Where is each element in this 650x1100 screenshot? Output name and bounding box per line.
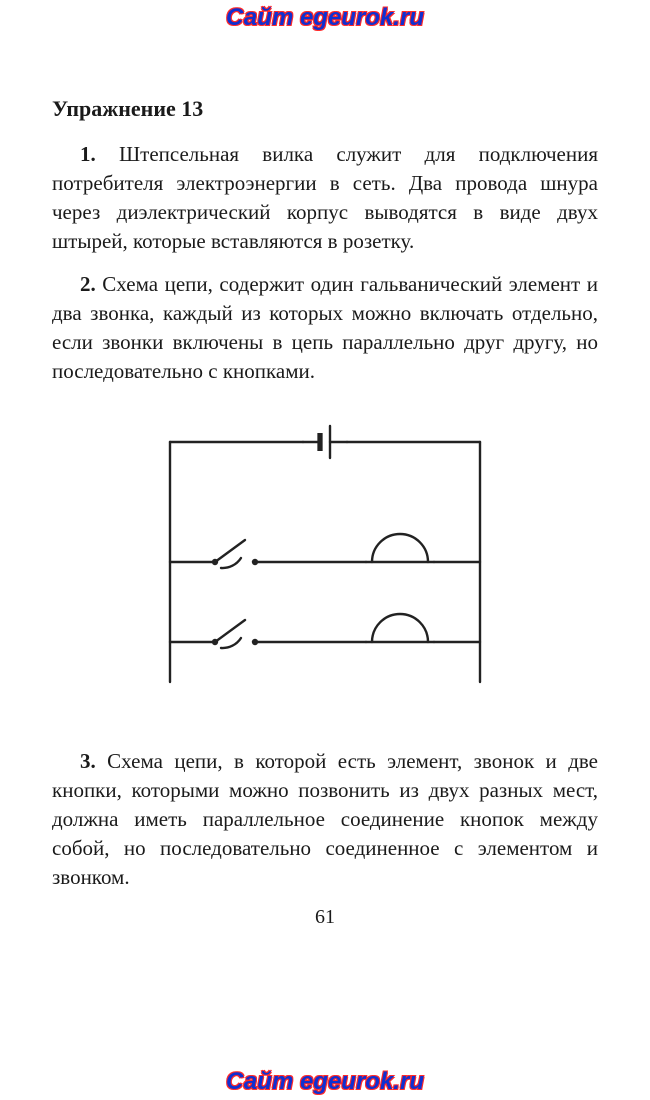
paragraph-3-text: Схема цепи, в которой есть элемент, звон… — [52, 749, 598, 889]
page-number: 61 — [52, 906, 598, 929]
paragraph-2-number: 2. — [80, 272, 96, 296]
paragraph-1: 1. Штепсельная вилка служит для подключе… — [52, 140, 598, 256]
paragraph-2-text: Схема цепи, содержит один гальванический… — [52, 272, 598, 383]
page-content: Упражнение 13 1. Штепсельная вилка служи… — [0, 0, 650, 969]
paragraph-3-number: 3. — [80, 749, 96, 773]
exercise-heading: Упражнение 13 — [52, 96, 598, 122]
circuit-figure — [140, 412, 510, 717]
circuit-diagram — [140, 412, 510, 712]
paragraph-3: 3. Схема цепи, в которой есть элемент, з… — [52, 747, 598, 892]
paragraph-2: 2. Схема цепи, содержит один гальваничес… — [52, 270, 598, 386]
paragraph-1-text: Штепсельная вилка служит для подключения… — [52, 142, 598, 253]
paragraph-1-number: 1. — [80, 142, 96, 166]
watermark-bottom: Сайт egeurok.ru — [0, 1068, 650, 1096]
